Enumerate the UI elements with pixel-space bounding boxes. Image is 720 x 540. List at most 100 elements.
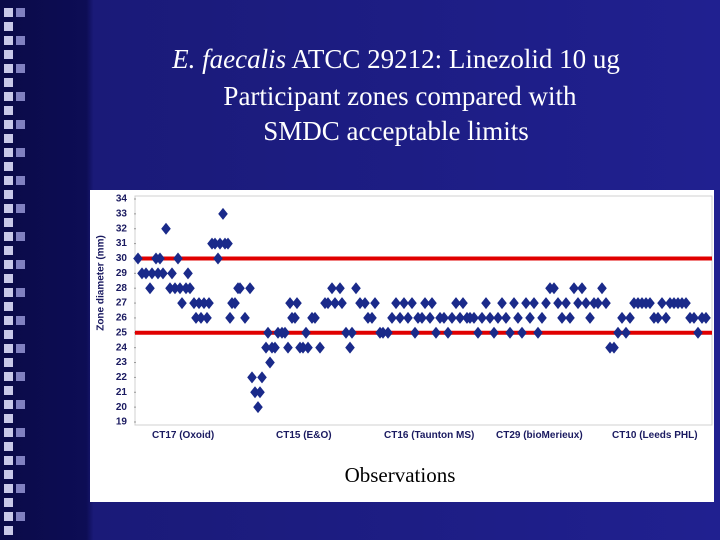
deco-square bbox=[4, 372, 13, 381]
deco-square bbox=[16, 260, 25, 269]
chart-title: E. faecalis ATCC 29212: Linezolid 10 ug bbox=[171, 44, 620, 74]
data-point bbox=[202, 311, 212, 324]
data-point bbox=[485, 311, 495, 324]
data-point bbox=[657, 297, 667, 310]
deco-square bbox=[4, 498, 13, 507]
title-italic: E. faecalis bbox=[171, 44, 286, 74]
data-point bbox=[505, 326, 515, 339]
y-tick-label: 34 bbox=[116, 194, 128, 205]
data-point bbox=[410, 326, 420, 339]
data-point bbox=[625, 311, 635, 324]
data-point bbox=[133, 252, 143, 265]
data-point bbox=[525, 311, 535, 324]
data-point bbox=[215, 237, 225, 250]
y-tick-label: 27 bbox=[116, 298, 128, 309]
data-point bbox=[417, 311, 427, 324]
deco-square bbox=[4, 316, 13, 325]
deco-square bbox=[4, 386, 13, 395]
deco-square bbox=[16, 428, 25, 437]
deco-square bbox=[4, 484, 13, 493]
data-point bbox=[235, 282, 245, 295]
y-tick-label: 25 bbox=[116, 327, 128, 338]
data-point bbox=[561, 297, 571, 310]
title-rest: ATCC 29212: Linezolid 10 ug bbox=[286, 44, 620, 74]
data-point bbox=[240, 311, 250, 324]
data-point bbox=[250, 386, 260, 399]
y-tick-label: 21 bbox=[116, 387, 128, 398]
data-point bbox=[573, 297, 583, 310]
data-point bbox=[330, 297, 340, 310]
deco-square bbox=[16, 344, 25, 353]
data-point bbox=[327, 282, 337, 295]
data-point bbox=[213, 252, 223, 265]
data-point bbox=[245, 282, 255, 295]
data-point bbox=[337, 297, 347, 310]
data-point bbox=[451, 297, 461, 310]
data-point bbox=[177, 297, 187, 310]
deco-square bbox=[4, 428, 13, 437]
decoration bbox=[4, 8, 25, 535]
y-tick-label: 22 bbox=[116, 372, 128, 383]
data-point bbox=[541, 297, 551, 310]
group-label: CT16 (Taunton MS) bbox=[384, 430, 474, 441]
data-point bbox=[447, 311, 457, 324]
data-point bbox=[230, 297, 240, 310]
data-point bbox=[270, 341, 280, 354]
data-point bbox=[399, 297, 409, 310]
deco-square bbox=[4, 8, 13, 17]
deco-square bbox=[4, 260, 13, 269]
data-point bbox=[247, 371, 257, 384]
deco-square bbox=[4, 274, 13, 283]
y-tick-label: 32 bbox=[116, 223, 128, 234]
data-point bbox=[367, 311, 377, 324]
data-point bbox=[310, 311, 320, 324]
deco-square bbox=[4, 330, 13, 339]
data-point bbox=[283, 341, 293, 354]
data-point bbox=[529, 297, 539, 310]
y-tick-label: 19 bbox=[116, 417, 128, 428]
data-point bbox=[565, 311, 575, 324]
data-point bbox=[165, 282, 175, 295]
data-point bbox=[509, 297, 519, 310]
data-point bbox=[439, 311, 449, 324]
data-point bbox=[521, 297, 531, 310]
y-tick-label: 33 bbox=[116, 209, 128, 220]
data-point bbox=[645, 297, 655, 310]
deco-square bbox=[4, 204, 13, 213]
group-label: CT15 (E&O) bbox=[276, 430, 332, 441]
data-point bbox=[653, 311, 663, 324]
data-point bbox=[613, 326, 623, 339]
data-point bbox=[458, 297, 468, 310]
data-point bbox=[443, 326, 453, 339]
deco-square bbox=[4, 162, 13, 171]
data-point bbox=[210, 237, 220, 250]
data-point bbox=[301, 326, 311, 339]
deco-square bbox=[4, 106, 13, 115]
group-label: CT29 (bioMerieux) bbox=[496, 430, 583, 441]
deco-square bbox=[16, 204, 25, 213]
subtitle: Participant zones compared with bbox=[223, 81, 577, 111]
deco-square bbox=[16, 372, 25, 381]
y-axis-label: Zone diameter (mm) bbox=[96, 235, 107, 331]
data-point bbox=[290, 311, 300, 324]
data-point bbox=[621, 326, 631, 339]
y-tick-label: 29 bbox=[116, 268, 128, 279]
data-point bbox=[183, 267, 193, 280]
data-point bbox=[403, 311, 413, 324]
data-point bbox=[455, 311, 465, 324]
deco-square bbox=[4, 218, 13, 227]
data-point bbox=[427, 297, 437, 310]
deco-square bbox=[4, 400, 13, 409]
data-point bbox=[335, 282, 345, 295]
data-point bbox=[473, 326, 483, 339]
data-point bbox=[255, 386, 265, 399]
data-point bbox=[497, 297, 507, 310]
data-point bbox=[298, 341, 308, 354]
deco-square bbox=[16, 120, 25, 129]
data-point bbox=[345, 341, 355, 354]
data-point bbox=[425, 311, 435, 324]
data-point bbox=[347, 326, 357, 339]
data-point bbox=[261, 341, 271, 354]
data-point bbox=[225, 311, 235, 324]
deco-square bbox=[16, 288, 25, 297]
